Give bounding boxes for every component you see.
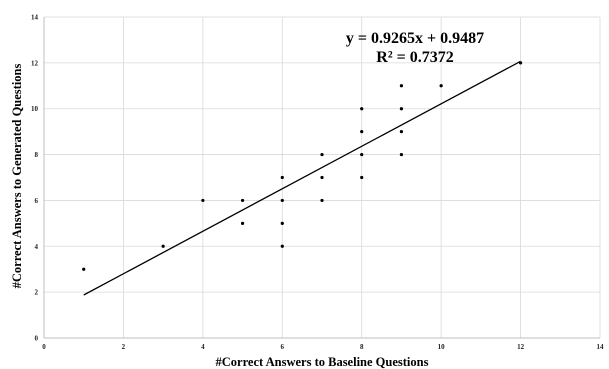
y-tick-label: 12 xyxy=(31,59,39,67)
data-point xyxy=(399,107,404,111)
x-tick-label: 8 xyxy=(360,343,364,351)
data-point xyxy=(360,107,364,111)
grid xyxy=(44,16,601,338)
y-tick-label: 6 xyxy=(35,197,39,205)
x-tick-label: 6 xyxy=(281,343,285,351)
data-point xyxy=(360,152,364,157)
y-tick-label: 4 xyxy=(35,243,39,251)
data-point xyxy=(240,221,245,225)
data-point xyxy=(399,152,404,157)
data-point xyxy=(399,130,404,134)
y-axis-title: #Correct Answers to Generated Questions xyxy=(10,64,24,289)
data-point xyxy=(280,175,284,180)
y-tick-label: 0 xyxy=(35,335,39,343)
y-tick-labels: 0 2 4 6 8 10 12 14 xyxy=(31,14,39,343)
axes xyxy=(43,17,600,339)
r-squared-label: R² = 0.7372 xyxy=(376,49,453,66)
data-point xyxy=(320,175,324,180)
x-tick-label: 14 xyxy=(597,343,605,351)
y-tick-label: 10 xyxy=(31,105,39,113)
data-point xyxy=(82,267,86,271)
data-point xyxy=(240,198,245,203)
trendline xyxy=(83,60,521,296)
data-point xyxy=(280,244,284,248)
x-tick-label: 12 xyxy=(517,343,525,351)
data-point xyxy=(320,152,324,157)
x-tick-label: 4 xyxy=(201,343,205,351)
data-point xyxy=(280,198,284,203)
trendline-equation: y = 0.9265x + 0.9487 xyxy=(346,30,484,47)
data-point xyxy=(439,84,443,88)
x-tick-label: 0 xyxy=(42,343,46,351)
data-point xyxy=(360,130,364,134)
data-point xyxy=(518,61,523,65)
trendline-group xyxy=(83,60,521,296)
data-point xyxy=(280,221,284,225)
x-tick-label: 2 xyxy=(122,343,126,351)
y-tick-label: 8 xyxy=(35,151,39,159)
data-point xyxy=(399,84,404,88)
data-point xyxy=(320,198,324,203)
y-tick-label: 2 xyxy=(35,289,39,297)
data-point xyxy=(360,175,364,180)
data-points xyxy=(82,61,523,271)
x-tick-label: 10 xyxy=(438,343,446,351)
y-tick-label: 14 xyxy=(31,14,39,22)
x-axis-title: #Correct Answers to Baseline Questions xyxy=(216,355,429,369)
x-tick-labels: 0 2 4 6 8 10 12 14 xyxy=(42,343,604,351)
data-point xyxy=(161,244,165,248)
data-point xyxy=(201,198,205,203)
